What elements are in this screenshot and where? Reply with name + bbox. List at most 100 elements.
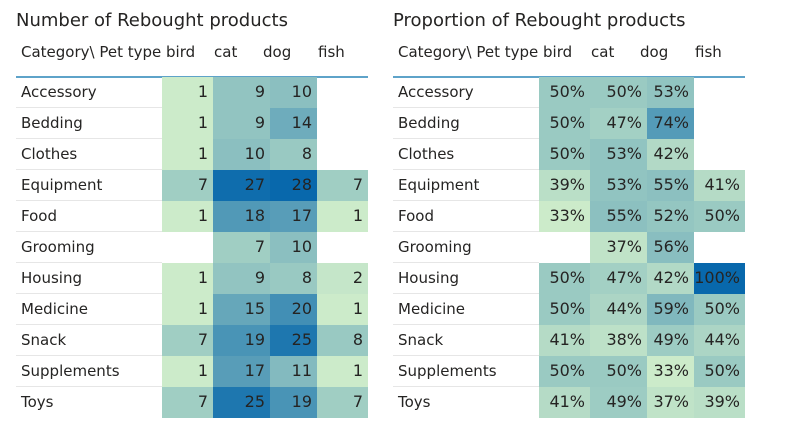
column-header-dog[interactable]: dog (640, 43, 669, 61)
heatmap-cell[interactable]: 17 (213, 356, 270, 387)
heatmap-cell[interactable]: 11 (270, 356, 317, 387)
heatmap-cell[interactable]: 27 (213, 170, 270, 201)
heatmap-cell[interactable]: 8 (270, 139, 317, 170)
heatmap-cell[interactable]: 7 (162, 387, 213, 418)
heatmap-cell[interactable]: 7 (317, 170, 368, 201)
heatmap-cell[interactable]: 37% (647, 387, 694, 418)
column-header-cat[interactable]: cat (214, 43, 238, 61)
column-header-fish[interactable]: fish (695, 43, 722, 61)
heatmap-cell[interactable]: 1 (162, 356, 213, 387)
heatmap-cell[interactable]: 39% (539, 170, 590, 201)
heatmap-cell[interactable]: 53% (590, 170, 647, 201)
row-label-housing[interactable]: Housing (398, 269, 459, 287)
heatmap-cell[interactable]: 10 (213, 139, 270, 170)
heatmap-cell[interactable]: 50% (539, 108, 590, 139)
heatmap-cell[interactable]: 14 (270, 108, 317, 139)
heatmap-cell[interactable]: 15 (213, 294, 270, 325)
row-label-grooming[interactable]: Grooming (398, 238, 472, 256)
heatmap-cell[interactable]: 49% (590, 387, 647, 418)
heatmap-cell[interactable]: 7 (162, 325, 213, 356)
heatmap-cell[interactable]: 1 (162, 139, 213, 170)
row-label-supplements[interactable]: Supplements (398, 362, 497, 380)
column-header-cat[interactable]: cat (591, 43, 615, 61)
heatmap-cell[interactable]: 42% (647, 139, 694, 170)
heatmap-cell[interactable]: 28 (270, 170, 317, 201)
heatmap-cell[interactable]: 55% (647, 170, 694, 201)
heatmap-cell[interactable] (694, 108, 745, 139)
row-label-equipment[interactable]: Equipment (21, 176, 103, 194)
heatmap-cell[interactable]: 9 (213, 108, 270, 139)
column-header-fish[interactable]: fish (318, 43, 345, 61)
heatmap-cell[interactable]: 50% (539, 77, 590, 108)
heatmap-cell[interactable] (317, 108, 368, 139)
heatmap-cell[interactable] (694, 232, 745, 263)
heatmap-cell[interactable]: 50% (539, 139, 590, 170)
heatmap-cell[interactable]: 44% (590, 294, 647, 325)
heatmap-cell[interactable]: 8 (317, 325, 368, 356)
heatmap-cell[interactable]: 17 (270, 201, 317, 232)
heatmap-cell[interactable]: 42% (647, 263, 694, 294)
heatmap-cell[interactable]: 1 (162, 77, 213, 108)
heatmap-cell[interactable]: 50% (694, 356, 745, 387)
row-label-supplements[interactable]: Supplements (21, 362, 120, 380)
row-label-clothes[interactable]: Clothes (398, 145, 455, 163)
heatmap-cell[interactable]: 53% (590, 139, 647, 170)
row-label-bedding[interactable]: Bedding (398, 114, 460, 132)
heatmap-cell[interactable]: 47% (590, 263, 647, 294)
row-label-equipment[interactable]: Equipment (398, 176, 480, 194)
row-label-clothes[interactable]: Clothes (21, 145, 78, 163)
heatmap-cell[interactable]: 19 (213, 325, 270, 356)
heatmap-cell[interactable]: 50% (539, 294, 590, 325)
heatmap-cell[interactable]: 59% (647, 294, 694, 325)
heatmap-cell[interactable]: 41% (539, 325, 590, 356)
column-header-bird[interactable]: bird (543, 43, 573, 61)
heatmap-cell[interactable]: 1 (317, 201, 368, 232)
heatmap-cell[interactable]: 50% (539, 356, 590, 387)
heatmap-cell[interactable]: 1 (317, 356, 368, 387)
heatmap-cell[interactable]: 41% (539, 387, 590, 418)
heatmap-cell[interactable] (317, 232, 368, 263)
heatmap-cell[interactable]: 49% (647, 325, 694, 356)
row-label-toys[interactable]: Toys (21, 393, 54, 411)
heatmap-cell[interactable] (694, 139, 745, 170)
heatmap-cell[interactable]: 33% (647, 356, 694, 387)
heatmap-cell[interactable]: 39% (694, 387, 745, 418)
heatmap-cell[interactable]: 9 (213, 77, 270, 108)
heatmap-cell[interactable]: 7 (317, 387, 368, 418)
heatmap-cell[interactable]: 1 (162, 201, 213, 232)
row-label-medicine[interactable]: Medicine (398, 300, 466, 318)
heatmap-cell[interactable]: 38% (590, 325, 647, 356)
heatmap-cell[interactable]: 20 (270, 294, 317, 325)
heatmap-cell[interactable]: 100% (694, 263, 745, 294)
heatmap-cell[interactable]: 53% (647, 77, 694, 108)
heatmap-cell[interactable] (694, 77, 745, 108)
row-label-snack[interactable]: Snack (21, 331, 67, 349)
heatmap-cell[interactable]: 37% (590, 232, 647, 263)
column-header-dog[interactable]: dog (263, 43, 292, 61)
heatmap-cell[interactable] (317, 139, 368, 170)
column-header-bird[interactable]: bird (166, 43, 196, 61)
heatmap-cell[interactable]: 7 (213, 232, 270, 263)
heatmap-cell[interactable]: 1 (162, 108, 213, 139)
heatmap-cell[interactable]: 19 (270, 387, 317, 418)
heatmap-cell[interactable]: 10 (270, 232, 317, 263)
heatmap-cell[interactable]: 25 (213, 387, 270, 418)
row-label-food[interactable]: Food (398, 207, 434, 225)
heatmap-cell[interactable] (162, 232, 213, 263)
heatmap-cell[interactable]: 50% (539, 263, 590, 294)
heatmap-cell[interactable]: 9 (213, 263, 270, 294)
heatmap-cell[interactable]: 1 (317, 294, 368, 325)
row-label-bedding[interactable]: Bedding (21, 114, 83, 132)
heatmap-cell[interactable]: 7 (162, 170, 213, 201)
row-label-accessory[interactable]: Accessory (21, 83, 97, 101)
row-label-snack[interactable]: Snack (398, 331, 444, 349)
heatmap-cell[interactable]: 47% (590, 108, 647, 139)
heatmap-cell[interactable]: 10 (270, 77, 317, 108)
heatmap-cell[interactable]: 41% (694, 170, 745, 201)
heatmap-cell[interactable]: 25 (270, 325, 317, 356)
heatmap-cell[interactable] (317, 77, 368, 108)
heatmap-cell[interactable]: 50% (694, 201, 745, 232)
heatmap-cell[interactable]: 74% (647, 108, 694, 139)
heatmap-cell[interactable]: 8 (270, 263, 317, 294)
heatmap-cell[interactable]: 1 (162, 294, 213, 325)
